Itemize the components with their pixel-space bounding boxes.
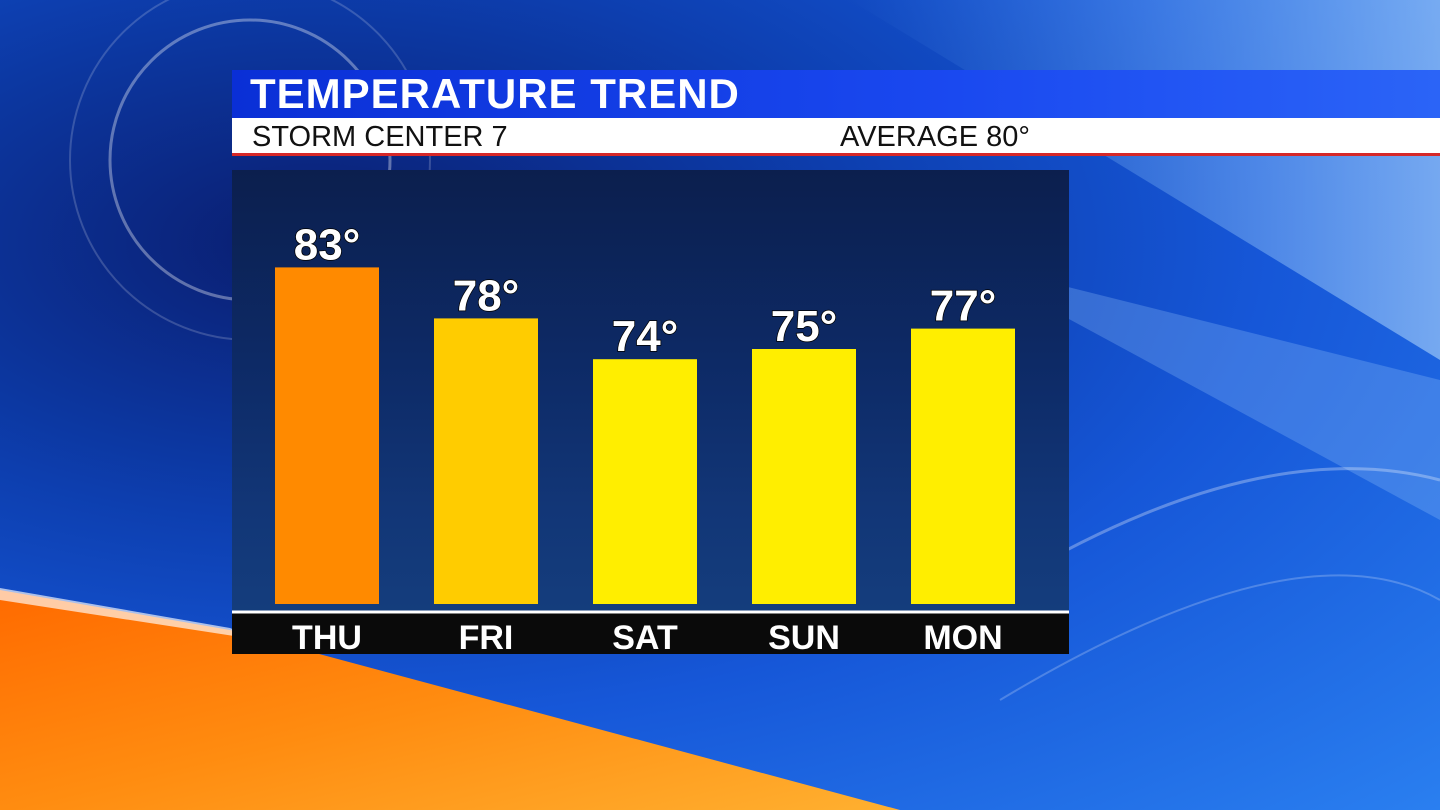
day-labels-group: THU FRI SAT SUN MON xyxy=(292,619,1003,654)
day-label-fri: FRI xyxy=(459,619,514,654)
average-temperature: AVERAGE 80° xyxy=(840,121,1030,153)
bar-sun xyxy=(752,349,856,604)
subtitle-bar xyxy=(232,118,1440,156)
bar-mon xyxy=(911,328,1015,604)
bar-sat xyxy=(593,359,697,604)
value-label-fri: 78° xyxy=(453,271,520,320)
value-label-thu: 83° xyxy=(294,220,361,269)
day-label-sun: SUN xyxy=(768,619,840,654)
value-label-sat: 74° xyxy=(612,312,679,361)
day-label-thu: THU xyxy=(292,619,362,654)
chart-panel: 83° 78° 74° 75° 77° THU FRI SAT SUN MON xyxy=(232,170,1069,654)
chart-title: TEMPERATURE TREND xyxy=(250,70,740,117)
value-label-mon: 77° xyxy=(930,282,997,331)
bar-fri xyxy=(434,318,538,604)
category-band xyxy=(232,612,1069,654)
bar-chart: 83° 78° 74° 75° 77° THU FRI SAT SUN MON xyxy=(232,220,1069,654)
value-labels-group: 83° 78° 74° 75° 77° xyxy=(293,220,997,362)
bar-thu xyxy=(275,267,379,604)
title-bar xyxy=(232,70,1440,118)
bars-group xyxy=(275,267,1015,604)
day-label-sat: SAT xyxy=(612,619,678,654)
value-label-sun: 75° xyxy=(771,302,838,351)
day-label-mon: MON xyxy=(923,619,1002,654)
station-name: STORM CENTER 7 xyxy=(252,121,508,153)
